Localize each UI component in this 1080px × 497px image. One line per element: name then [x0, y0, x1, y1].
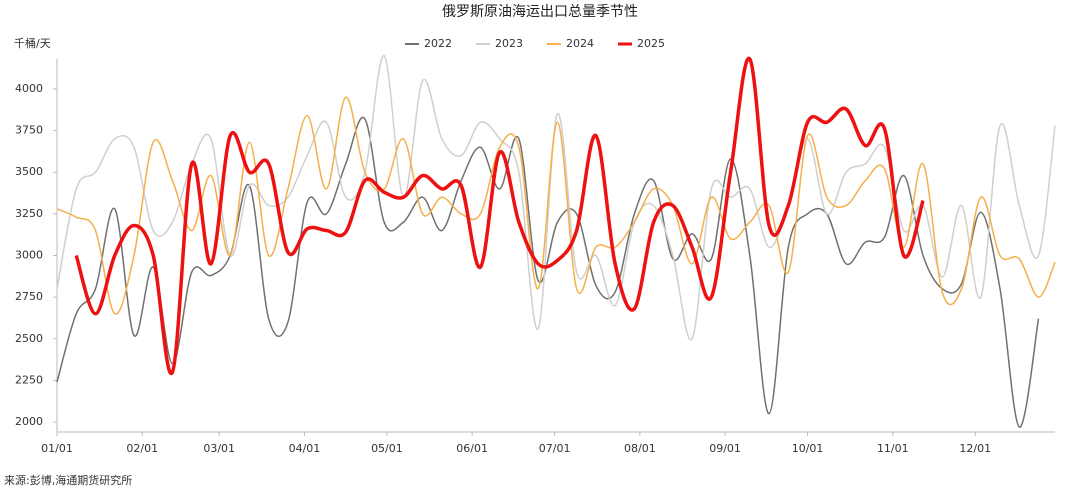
y-tick-label: 2000	[15, 415, 43, 428]
x-tick-label: 05/01	[371, 442, 403, 455]
series-line	[56, 54, 1056, 341]
series-line	[56, 96, 1056, 315]
y-tick-label: 3500	[15, 165, 43, 178]
x-tick-label: 04/01	[289, 442, 321, 455]
x-tick-label: 08/01	[624, 442, 656, 455]
legend-label: 2022	[424, 37, 452, 50]
x-tick-label: 12/01	[959, 442, 991, 455]
y-tick-label: 3250	[15, 207, 43, 220]
x-tick-label: 10/01	[792, 442, 824, 455]
x-tick-label: 09/01	[709, 442, 741, 455]
series-line	[74, 56, 925, 376]
y-axis-label: 千桶/天	[14, 36, 51, 50]
x-tick-label: 01/01	[41, 442, 73, 455]
y-tick-label: 4000	[15, 82, 43, 95]
legend-label: 2025	[637, 37, 665, 50]
y-tick-label: 2250	[15, 373, 43, 386]
y-tick-label: 3000	[15, 248, 43, 261]
y-tick-label: 2750	[15, 290, 43, 303]
x-tick-label: 02/01	[126, 442, 158, 455]
x-tick-label: 07/01	[539, 442, 571, 455]
chart-title: 俄罗斯原油海运出口总量季节性	[442, 4, 638, 20]
y-tick-label: 2500	[15, 332, 43, 345]
legend-label: 2023	[495, 37, 523, 50]
x-tick-label: 06/01	[456, 442, 488, 455]
series-line	[56, 116, 1040, 428]
x-tick-label: 03/01	[203, 442, 235, 455]
y-tick-label: 3750	[15, 124, 43, 137]
source: 来源:彭博,海通期货研究所	[4, 473, 132, 487]
legend-label: 2024	[566, 37, 594, 50]
x-tick-label: 11/01	[877, 442, 909, 455]
